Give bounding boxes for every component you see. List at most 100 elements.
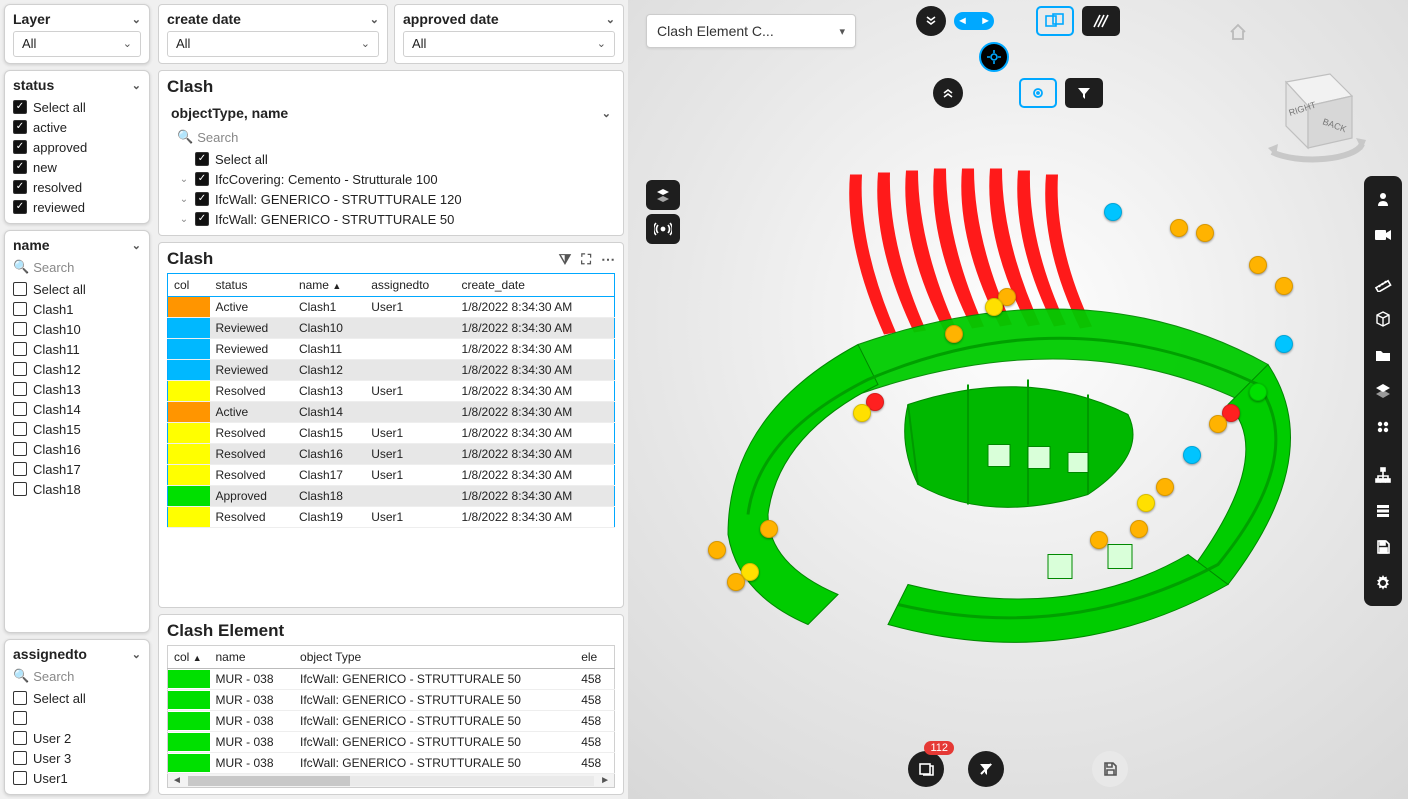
model-canvas[interactable] [668, 150, 1328, 679]
stack-icon[interactable] [1366, 494, 1400, 528]
cube-icon[interactable] [1366, 302, 1400, 336]
chevron-down-icon[interactable]: ⌄ [132, 648, 141, 661]
checkbox-item[interactable]: Clash17 [13, 459, 141, 479]
table-row[interactable]: ResolvedClash17User11/8/2022 8:34:30 AM [168, 465, 615, 486]
layers-icon[interactable] [1366, 374, 1400, 408]
checkbox-item[interactable]: Clash1 [13, 299, 141, 319]
nav-prev-next[interactable]: ◄► [954, 12, 994, 30]
hex-icon[interactable] [1366, 410, 1400, 444]
col-header-objtype[interactable]: object Type [294, 646, 575, 669]
person-icon[interactable] [1366, 182, 1400, 216]
chevron-down-icon[interactable]: ⌄ [370, 13, 379, 26]
approved-date-select[interactable]: All ⌄ [403, 31, 615, 57]
expand-icon[interactable]: ⛶ [581, 251, 591, 268]
col-header-col[interactable]: col ▲ [168, 646, 210, 669]
clash-filter-search[interactable]: 🔍 Search [167, 129, 615, 145]
checkbox-item[interactable]: reviewed [13, 197, 141, 217]
hscrollbar[interactable]: ◄► [167, 774, 615, 788]
clash-marker[interactable] [1170, 219, 1188, 237]
locate-button[interactable] [1019, 78, 1057, 108]
chevron-down-icon[interactable]: ⌄ [602, 107, 611, 120]
checkbox-item[interactable]: User 2 [13, 728, 141, 748]
table-row[interactable]: ReviewedClash101/8/2022 8:34:30 AM [168, 318, 615, 339]
more-icon[interactable]: ⋯ [601, 251, 615, 268]
table-row[interactable]: MUR - 038IfcWall: GENERICO - STRUTTURALE… [168, 753, 615, 774]
checkbox-item[interactable]: Select all [13, 688, 141, 708]
assignedto-search[interactable]: 🔍 Search [13, 668, 141, 684]
clash-marker[interactable] [1209, 415, 1227, 433]
tree-item[interactable]: Select all [167, 149, 615, 169]
table-row[interactable]: ReviewedClash111/8/2022 8:34:30 AM [168, 339, 615, 360]
filter-off-button[interactable] [968, 751, 1004, 787]
clash-marker[interactable] [985, 298, 1003, 316]
issues-button[interactable] [908, 751, 944, 787]
tree-icon[interactable] [1366, 458, 1400, 492]
table-row[interactable]: ActiveClash141/8/2022 8:34:30 AM [168, 402, 615, 423]
hatch-mode-button[interactable] [1082, 6, 1120, 36]
folder-icon[interactable] [1366, 338, 1400, 372]
table-row[interactable]: ResolvedClash19User11/8/2022 8:34:30 AM [168, 507, 615, 528]
checkbox-item[interactable]: approved [13, 137, 141, 157]
col-header-create-date[interactable]: create_date [456, 274, 615, 297]
chevron-down-icon[interactable]: ⌄ [132, 239, 141, 252]
chevron-down-icon[interactable]: ⌄ [132, 79, 141, 92]
checkbox-item[interactable] [13, 708, 141, 728]
clash-marker[interactable] [1104, 203, 1122, 221]
col-header-name[interactable]: name [210, 646, 295, 669]
table-row[interactable]: MUR - 038IfcWall: GENERICO - STRUTTURALE… [168, 690, 615, 711]
viewport[interactable]: Clash Element C... ▾ ◄► [628, 0, 1408, 799]
layer-select[interactable]: All ⌄ [13, 31, 141, 57]
col-header-col[interactable]: col [168, 274, 210, 297]
ruler-icon[interactable] [1366, 266, 1400, 300]
checkbox-item[interactable]: resolved [13, 177, 141, 197]
clash-marker[interactable] [853, 404, 871, 422]
tree-item[interactable]: ⌄IfcWall: GENERICO - STRUTTURALE 120 [167, 189, 615, 209]
filter-icon[interactable]: ⧩ [559, 251, 572, 268]
table-row[interactable]: MUR - 038IfcWall: GENERICO - STRUTTURALE… [168, 669, 615, 690]
checkbox-item[interactable]: User 3 [13, 748, 141, 768]
checkbox-item[interactable]: Clash18 [13, 479, 141, 499]
checkbox-item[interactable]: Select all [13, 279, 141, 299]
home-icon[interactable] [1228, 22, 1248, 48]
clash-marker[interactable] [1249, 383, 1267, 401]
checkbox-item[interactable]: Clash14 [13, 399, 141, 419]
checkbox-item[interactable]: User1 [13, 768, 141, 788]
collapse-up-button[interactable] [933, 78, 963, 108]
checkbox-item[interactable]: Clash12 [13, 359, 141, 379]
clash-marker[interactable] [1196, 224, 1214, 242]
checkbox-item[interactable]: Clash10 [13, 319, 141, 339]
table-row[interactable]: ApprovedClash181/8/2022 8:34:30 AM [168, 486, 615, 507]
chevron-down-icon[interactable]: ⌄ [606, 13, 615, 26]
table-row[interactable]: ResolvedClash16User11/8/2022 8:34:30 AM [168, 444, 615, 465]
viewport-mode-select[interactable]: Clash Element C... ▾ [646, 14, 856, 48]
checkbox-item[interactable]: active [13, 117, 141, 137]
gear-icon[interactable] [1366, 566, 1400, 600]
clash-marker[interactable] [708, 541, 726, 559]
table-row[interactable]: ResolvedClash15User11/8/2022 8:34:30 AM [168, 423, 615, 444]
name-search[interactable]: 🔍 Search [13, 259, 141, 275]
clash-marker[interactable] [945, 325, 963, 343]
clash-marker[interactable] [1249, 256, 1267, 274]
create-date-select[interactable]: All ⌄ [167, 31, 379, 57]
camera-icon[interactable] [1366, 218, 1400, 252]
collapse-down-button[interactable] [916, 6, 946, 36]
table-row[interactable]: ResolvedClash13User11/8/2022 8:34:30 AM [168, 381, 615, 402]
target-button[interactable] [979, 42, 1009, 72]
table-row[interactable]: ReviewedClash121/8/2022 8:34:30 AM [168, 360, 615, 381]
table-row[interactable]: MUR - 038IfcWall: GENERICO - STRUTTURALE… [168, 732, 615, 753]
col-header-assignedto[interactable]: assignedto [365, 274, 455, 297]
save-button[interactable] [1092, 751, 1128, 787]
checkbox-item[interactable]: Clash15 [13, 419, 141, 439]
tree-item[interactable]: ⌄IfcCovering: Cemento - Strutturale 100 [167, 169, 615, 189]
col-header-name[interactable]: name ▲ [293, 274, 365, 297]
table-row[interactable]: ActiveClash1User11/8/2022 8:34:30 AM [168, 297, 615, 318]
table-row[interactable]: MUR - 038IfcWall: GENERICO - STRUTTURALE… [168, 711, 615, 732]
checkbox-item[interactable]: new [13, 157, 141, 177]
checkbox-item[interactable]: Clash11 [13, 339, 141, 359]
checkbox-item[interactable]: Clash13 [13, 379, 141, 399]
save-icon[interactable] [1366, 530, 1400, 564]
chevron-down-icon[interactable]: ⌄ [132, 13, 141, 26]
select-mode-button[interactable] [1036, 6, 1074, 36]
clash-marker[interactable] [1137, 494, 1155, 512]
checkbox-item[interactable]: Select all [13, 97, 141, 117]
